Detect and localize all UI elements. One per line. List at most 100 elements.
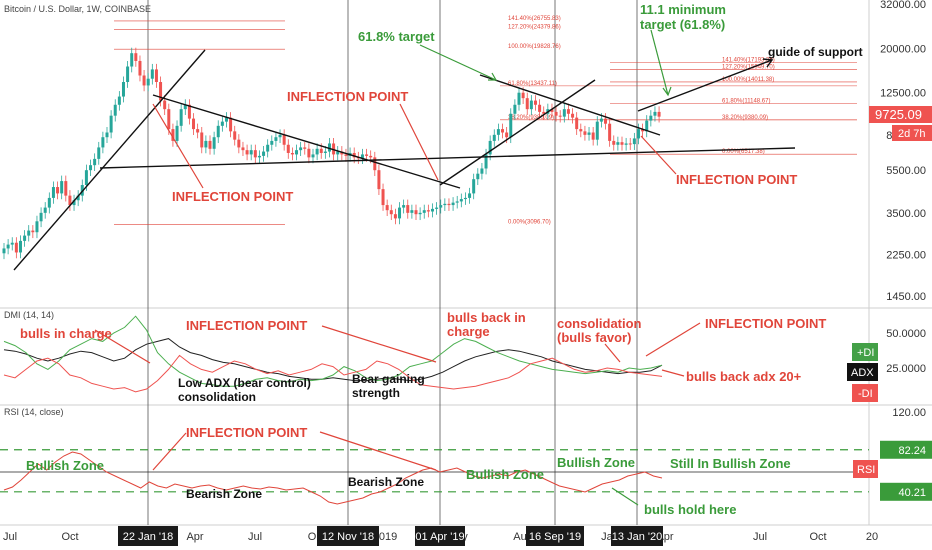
candle-body [583,131,587,135]
candle-body [56,187,60,194]
time-highlight-badge-1 [317,526,379,546]
rsi-ann-still-bullish: Still In Bullish Zone [670,456,791,471]
candle-body [295,150,299,155]
dmi-arrow-adx [661,369,685,377]
dmi-series [3,315,663,393]
countdown-value: 2d 7h [898,128,926,140]
candle-body [327,143,331,152]
candle-body [154,69,158,83]
candle-body [344,154,348,156]
time-highlight-badge-3 [526,526,584,546]
candle-body [72,200,76,206]
candle-body [241,147,245,151]
rsi-line [3,451,663,505]
time-highlight-badge-0 [118,526,178,546]
dmi-ann-low-adx: Low ADX (bear control) [178,376,311,390]
candle-body [451,202,455,206]
badge-minus-di [852,384,878,402]
candle-body [628,143,632,145]
candle-body [64,181,68,196]
candle-body [31,230,35,233]
dmi-ann-bulls-back-1: bulls back in [447,310,526,325]
candle-body [237,139,241,148]
candle-body [365,154,369,156]
candle-body [126,66,130,83]
candle-body [233,131,237,140]
candle-body [410,210,414,213]
candle-body [439,205,443,208]
candle-body [43,207,47,213]
time-highlight-label-0: 22 Jan '18 [123,531,173,543]
candle-body [542,111,546,114]
rsi-ann-bearish-2: Bearish Zone [348,475,424,489]
candle-body [459,199,463,202]
rsi-level-badge-2 [880,482,932,501]
candle-body [192,118,196,130]
arrow-111-target [650,29,669,96]
fib-label-8: 100.00%(14011.38) [722,77,774,83]
candle-body [2,248,6,254]
candle-body [488,140,492,155]
candle-body [612,140,616,145]
time-label-2: Apr [186,531,203,543]
price-tick-5: 3500.00 [886,208,926,220]
current-price-badge [869,106,932,123]
candle-body [525,98,529,110]
time-highlight-badge-4 [611,526,663,546]
candle-body [220,121,224,126]
dmi-arrow-bulls [94,329,151,364]
candle-body [566,109,570,114]
candle-body [171,129,175,141]
candle-body [430,208,434,212]
rsi-arrow-inflection-2 [319,431,437,471]
candle-body [307,148,311,158]
candle-body [39,212,43,222]
time-label-3: Jul [248,531,262,543]
price-y-axis: 32000.0020000.0012500.008000.005500.0035… [880,0,926,303]
candle-body [562,109,566,117]
candle-body [414,210,418,215]
rsi-ann-bearish-1: Bearish Zone [186,487,262,501]
candle-body [175,125,179,141]
arrow-inflection-3 [640,135,677,175]
candle-body [130,53,134,67]
candle-body [645,120,649,132]
arrow-618-target [419,44,497,81]
candle-body [599,118,603,122]
candle-body [418,212,422,215]
price-tick-0: 32000.00 [880,0,926,11]
trendline-rising-support [439,79,596,186]
candle-body [266,144,270,152]
time-highlight-label-3: 16 Sep '19 [529,531,581,543]
dmi-ann-bulls-favor: (bulls favor) [557,330,631,345]
rsi-ann-bulls-hold: bulls hold here [644,502,736,517]
time-label-4: O [308,531,317,543]
candle-body [299,147,303,151]
rsi-badge-label: RSI [857,464,875,476]
candlestick-series [2,47,661,260]
candle-body [632,138,636,145]
candle-body [369,155,373,158]
candle-body [93,158,97,166]
candle-body [336,151,340,155]
candle-body [591,132,595,140]
time-axis: JulOctAprJulO2019yAuJanAprJulOct2022 Jan… [3,526,878,546]
candle-body [373,157,377,171]
dmi-y-axis: 50.0000 25.0000 [886,328,926,375]
candle-body [27,230,31,236]
annotation-inflection-3: INFLECTION POINT [676,172,797,187]
candle-body [150,69,154,79]
candle-body [18,240,22,253]
time-label-11: Oct [809,531,826,543]
arrowhead-guide-support [762,58,774,68]
current-price-value: 9725.09 [875,107,922,122]
candle-body [200,132,204,148]
candle-body [323,151,327,153]
rsi-ann-bullish-3: Bullish Zone [557,455,635,470]
fib-label-7: 127.20%(15949.70) [722,65,775,71]
candle-body [89,165,93,171]
fib-label-9: 61.80%(11148.67) [722,99,770,105]
candle-body [620,142,624,145]
candle-body [332,143,336,155]
